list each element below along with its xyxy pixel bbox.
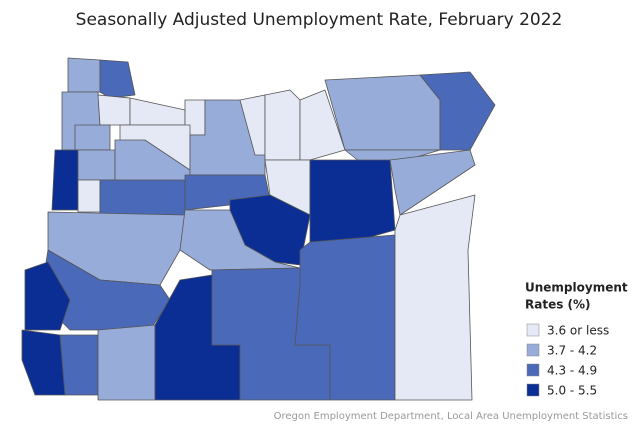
county: [179, 209, 301, 271]
source-note: Oregon Employment Department, Local Area…: [274, 411, 628, 422]
county: [97, 324, 156, 401]
county: [21, 329, 66, 396]
legend-swatch: [526, 343, 540, 357]
legend-swatch: [526, 383, 540, 397]
county: [129, 97, 186, 126]
county: [59, 334, 99, 396]
legend: Unemployment Rates (%) 3.6 or less 3.7 - …: [525, 281, 628, 398]
legend-title: Unemployment: [525, 281, 628, 295]
county: [24, 261, 71, 331]
county: [294, 234, 396, 401]
county: [309, 159, 396, 243]
county: [299, 89, 346, 161]
county: [51, 149, 79, 211]
county: [97, 94, 131, 126]
county: [74, 124, 111, 151]
county: [67, 57, 101, 93]
legend-title: Rates (%): [525, 298, 591, 312]
legend-label: 3.6 or less: [547, 324, 609, 338]
legend-label: 4.3 - 4.9: [547, 364, 597, 378]
legend-swatch: [526, 363, 540, 377]
county: [394, 194, 476, 401]
map-title: Seasonally Adjusted Unemployment Rate, F…: [76, 10, 563, 30]
county: [77, 179, 101, 213]
oregon-map: [21, 57, 496, 401]
legend-label: 5.0 - 5.5: [547, 384, 597, 398]
legend-swatch: [526, 323, 540, 337]
legend-label: 3.7 - 4.2: [547, 344, 597, 358]
county: [324, 74, 441, 151]
county: [77, 149, 116, 181]
county: [389, 149, 476, 216]
county: [264, 89, 301, 161]
county: [99, 59, 136, 99]
